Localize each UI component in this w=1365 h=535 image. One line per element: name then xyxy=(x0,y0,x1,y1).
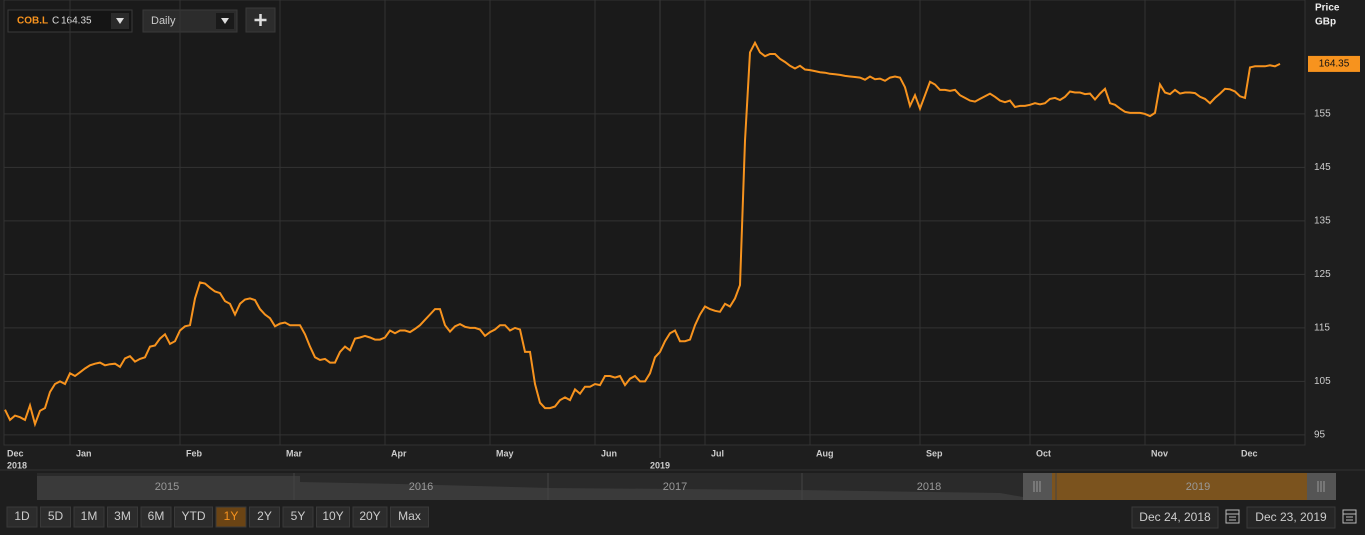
axis-title: Price xyxy=(1315,3,1340,14)
last-price-box xyxy=(1308,55,1360,72)
x-tick-label: Jun xyxy=(601,448,617,458)
x-tick-label: Jul xyxy=(711,448,724,458)
range-button-label: 10Y xyxy=(322,509,343,523)
range-button[interactable] xyxy=(390,506,429,528)
range-button-label: YTD xyxy=(182,509,206,523)
x-tick-label: Dec xyxy=(7,448,24,458)
x-tick-label: Feb xyxy=(186,448,203,458)
interval-box[interactable] xyxy=(142,9,238,33)
range-button-label: 20Y xyxy=(359,509,380,523)
range-button[interactable] xyxy=(352,506,388,528)
range-button-label: 5Y xyxy=(291,509,306,523)
x-tick-label: Aug xyxy=(816,448,834,458)
calendar-icon[interactable] xyxy=(1225,509,1240,524)
x-tick-label: Mar xyxy=(286,448,303,458)
date-from-box[interactable] xyxy=(1131,506,1219,529)
range-button[interactable] xyxy=(249,506,280,528)
range-button[interactable] xyxy=(316,506,350,528)
range-button[interactable] xyxy=(107,506,138,528)
calendar-lines xyxy=(1343,513,1356,521)
date-to: Dec 23, 2019 xyxy=(1255,510,1327,524)
x-tick-label: Apr xyxy=(391,448,407,458)
plus-icon xyxy=(254,14,267,26)
range-button-label: 5D xyxy=(48,509,64,523)
range-button[interactable] xyxy=(282,506,314,528)
x-tick-label: Oct xyxy=(1036,448,1051,458)
x-tick-label: Jan xyxy=(76,448,92,458)
navigator-year: 2019 xyxy=(1186,481,1210,493)
y-tick-label: 95 xyxy=(1314,429,1326,440)
y-tick-label: 115 xyxy=(1314,323,1330,334)
year-label: 2018 xyxy=(7,460,27,470)
range-button[interactable] xyxy=(140,506,172,528)
quote: 164.35 xyxy=(61,16,92,27)
date-to-box[interactable] xyxy=(1246,506,1336,529)
x-tick-label: Sep xyxy=(926,448,943,458)
x-tick-label: Dec xyxy=(1241,448,1258,458)
x-tick-label: Nov xyxy=(1151,448,1168,458)
range-button-label: 1M xyxy=(81,509,98,523)
range-button-label: 6M xyxy=(148,509,165,523)
date-from: Dec 24, 2018 xyxy=(1139,510,1211,524)
x-tick-label: May xyxy=(496,448,514,458)
dropdown-arrow xyxy=(116,18,124,24)
range-button[interactable] xyxy=(6,506,38,528)
range-button-label: 3M xyxy=(114,509,131,523)
year-label: 2019 xyxy=(650,460,670,470)
navigator-selection[interactable] xyxy=(1052,473,1307,500)
interval: Daily xyxy=(151,15,176,27)
calendar-lines xyxy=(1226,513,1239,521)
range-button-label: 2Y xyxy=(257,509,272,523)
navigator-year: 2015 xyxy=(155,481,179,493)
range-button[interactable] xyxy=(40,506,71,528)
navigator-year: 2018 xyxy=(917,481,941,493)
navigator-history xyxy=(37,476,1023,500)
navigator-year: 2017 xyxy=(663,481,687,493)
last-price-label: 164.35 xyxy=(1319,59,1350,70)
range-button-label: Max xyxy=(398,509,421,523)
handle-grip xyxy=(1033,481,1325,492)
range-button-label: 1Y xyxy=(224,509,239,523)
y-tick-label: 155 xyxy=(1314,109,1331,120)
ric: COB.L xyxy=(17,16,48,27)
range-button[interactable] xyxy=(73,506,105,528)
y-tick-label: 125 xyxy=(1314,269,1331,280)
range-button[interactable] xyxy=(215,506,247,528)
dropdown-arrow xyxy=(221,18,229,24)
range-button-label: 1D xyxy=(14,509,30,523)
y-tick-label: 105 xyxy=(1314,376,1331,387)
price-line xyxy=(4,40,1281,428)
navigator-year: 2016 xyxy=(409,481,433,493)
axis-unit: GBp xyxy=(1315,17,1336,28)
quote-prefix: C xyxy=(52,16,59,27)
calendar-icon[interactable] xyxy=(1342,509,1357,524)
plot-area xyxy=(3,0,1306,446)
y-tick-label: 135 xyxy=(1314,216,1331,227)
y-tick-label: 145 xyxy=(1314,162,1331,173)
range-button[interactable] xyxy=(174,506,213,528)
